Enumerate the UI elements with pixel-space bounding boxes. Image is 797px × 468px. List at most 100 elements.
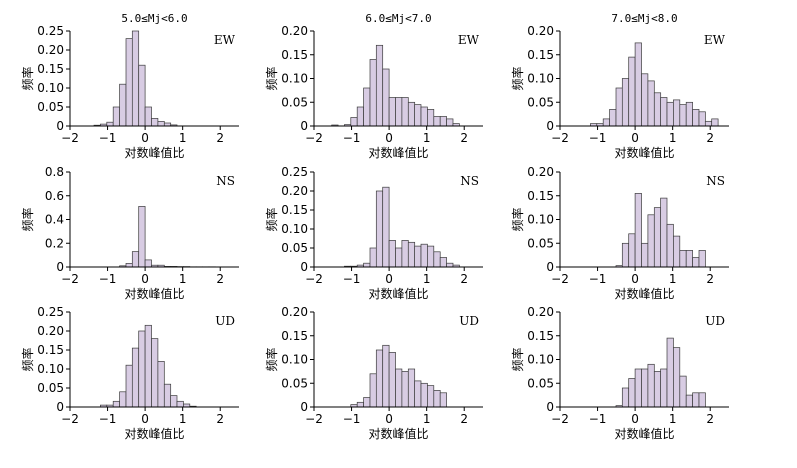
x-tick-label: −1 <box>589 272 607 286</box>
histogram-bar <box>439 116 447 127</box>
histogram-bar <box>628 233 636 268</box>
histogram-bar <box>634 368 642 408</box>
y-tick-label: 0.10 <box>281 72 308 86</box>
y-axis-label: 频率 <box>20 347 35 371</box>
histogram-bar <box>131 251 140 268</box>
histogram-bar <box>401 371 409 408</box>
histogram-bar <box>698 392 706 408</box>
histogram-bar <box>131 30 140 127</box>
histogram-bar <box>679 375 687 408</box>
histogram-bar <box>106 121 114 127</box>
y-tick-label: 0.4 <box>45 213 64 227</box>
y-tick-label: 0.20 <box>527 305 554 319</box>
x-tick-label: 0 <box>141 131 149 145</box>
histogram-bar <box>407 241 416 268</box>
histogram-bar <box>356 106 364 127</box>
histogram-bar <box>131 347 140 408</box>
histogram-bar <box>363 397 371 408</box>
x-tick-label: 1 <box>669 412 677 426</box>
histogram-bar <box>151 118 159 127</box>
histogram-bar <box>395 97 403 127</box>
y-tick-label: 0.25 <box>37 305 64 319</box>
x-tick-label: 1 <box>669 131 677 145</box>
x-tick-label: −1 <box>589 412 607 426</box>
histogram-bar <box>388 240 396 268</box>
component-label: EW <box>214 33 236 47</box>
histogram-bar <box>369 247 377 268</box>
histogram-bar <box>125 263 133 268</box>
y-axis-label: 频率 <box>20 207 35 231</box>
histogram-bar <box>666 101 674 127</box>
y-tick-label: 0.20 <box>281 305 308 319</box>
x-axis-label: 对数峰值比 <box>124 145 184 160</box>
histogram-bar <box>427 109 435 127</box>
histogram-bar <box>711 118 719 127</box>
y-tick-label: 0 <box>546 260 554 274</box>
x-tick-label: 2 <box>460 412 468 426</box>
histogram-bar <box>144 106 152 127</box>
histogram-bar <box>427 385 435 408</box>
histogram-bar <box>621 242 630 268</box>
histogram-bar <box>666 223 674 268</box>
histogram-bar <box>363 87 371 127</box>
component-label: NS <box>216 174 235 188</box>
histogram-bar <box>151 338 159 408</box>
y-tick-label: 0 <box>56 400 64 414</box>
histogram-bar <box>125 38 133 127</box>
y-tick-label: 0.25 <box>281 165 308 179</box>
histogram-bar <box>375 44 384 127</box>
histogram-bar <box>350 117 358 127</box>
y-tick-label: 0 <box>300 260 308 274</box>
y-tick-label: 0 <box>56 119 64 133</box>
y-axis-label: 频率 <box>510 66 525 90</box>
y-tick-label: 0.10 <box>37 81 64 95</box>
histogram-bar <box>138 206 146 268</box>
histogram-bar <box>685 101 693 127</box>
histogram-bar <box>176 400 184 408</box>
y-axis-label: 频率 <box>510 207 525 231</box>
panel-ew-0-1: −2 −1 0 1 2 0 0.05 0.10 0.15 0.20 EW 对数峰值比 频率 6.0≤Mj<… <box>264 12 483 160</box>
histogram-bar <box>382 186 390 268</box>
panel-ns-1-1: −2 −1 0 1 2 0 0.05 0.10 0.15 0.20 0.25 NS 对数峰值比 频率 <box>264 165 483 301</box>
histogram-bar <box>679 250 687 268</box>
x-tick-label: 2 <box>706 131 714 145</box>
component-label: UD <box>705 314 725 328</box>
histogram-bar <box>698 250 706 268</box>
histogram-bar <box>407 101 416 127</box>
y-tick-label: 0.2 <box>45 236 64 250</box>
x-tick-label: −1 <box>99 272 117 286</box>
x-tick-label: 1 <box>179 272 187 286</box>
x-axis-label: 对数峰值比 <box>368 426 428 441</box>
y-tick-label: 0.05 <box>527 376 554 390</box>
x-tick-label: −2 <box>61 131 79 145</box>
y-tick-label: 0.05 <box>281 241 308 255</box>
x-tick-label: 2 <box>460 272 468 286</box>
histogram-bar <box>395 368 403 408</box>
magnitude-range-title: 5.0≤Mj<6.0 <box>121 12 187 25</box>
histogram-bar <box>369 373 377 408</box>
histogram-bar <box>673 347 681 408</box>
histogram-bar <box>692 257 700 268</box>
x-tick-label: 2 <box>706 412 714 426</box>
magnitude-range-title: 7.0≤Mj<8.0 <box>611 12 677 25</box>
y-tick-label: 0.05 <box>37 100 64 114</box>
histogram-bar <box>388 352 396 408</box>
histogram-bar <box>653 371 662 408</box>
x-axis-label: 对数峰值比 <box>614 286 674 301</box>
x-tick-label: 2 <box>216 272 224 286</box>
histogram-bar <box>621 387 630 408</box>
y-tick-label: 0.8 <box>45 165 64 179</box>
histogram-bar <box>157 361 165 408</box>
histogram-bar <box>685 394 693 408</box>
x-tick-label: −2 <box>305 412 323 426</box>
y-tick-label: 0.05 <box>527 95 554 109</box>
histogram-bar <box>615 87 623 127</box>
histogram-bar <box>433 251 441 268</box>
magnitude-range-title: 6.0≤Mj<7.0 <box>365 12 431 25</box>
histogram-bar <box>433 390 441 408</box>
histogram-bar <box>401 97 409 127</box>
x-tick-label: 2 <box>216 412 224 426</box>
histogram-bar <box>660 97 668 127</box>
y-tick-label: 0.15 <box>37 343 64 357</box>
histogram-bar <box>439 257 447 268</box>
